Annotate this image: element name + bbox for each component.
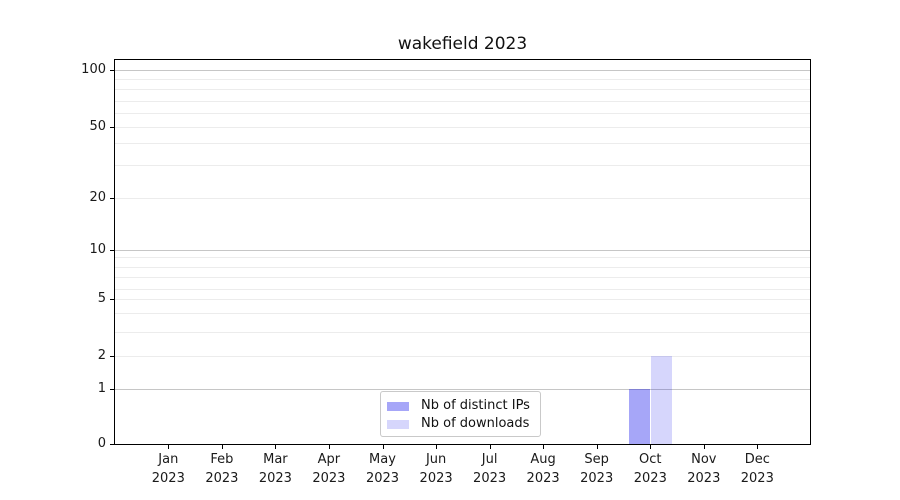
y-tick-label-100: 100 — [81, 62, 106, 78]
gridline-minor-30 — [115, 165, 810, 166]
x-tick-label-jan: Jan 2023 — [128, 450, 208, 488]
y-tick-mark-20 — [110, 197, 114, 199]
gridline-minor-90 — [115, 79, 810, 80]
gridline-minor-2 — [115, 356, 810, 357]
x-tick-mark-oct — [650, 445, 652, 449]
y-tick-mark-2 — [110, 356, 114, 357]
gridline-minor-80 — [115, 89, 810, 91]
x-tick-year: 2023 — [473, 471, 507, 486]
x-tick-month: Nov — [691, 452, 717, 467]
y-tick-label-10: 10 — [89, 242, 106, 257]
y-tick-label-5: 5 — [97, 291, 106, 307]
x-tick-mark-apr — [328, 445, 330, 449]
x-tick-mark-feb — [221, 445, 223, 449]
x-tick-label-dec: Dec 2023 — [717, 450, 797, 488]
y-tick-mark-0 — [110, 444, 114, 446]
x-tick-mark-mar — [275, 445, 277, 449]
gridline-major-100 — [115, 70, 810, 72]
x-tick-month: May — [369, 452, 396, 467]
x-tick-mark-jan — [168, 445, 170, 449]
x-tick-year: 2023 — [687, 471, 721, 486]
gridline-major-10 — [115, 250, 810, 251]
x-tick-year: 2023 — [151, 471, 185, 486]
x-tick-label-sep: Sep 2023 — [557, 450, 637, 488]
x-tick-label-feb: Feb 2023 — [182, 450, 262, 488]
x-tick-label-jul: Jul 2023 — [450, 450, 530, 488]
x-tick-label-nov: Nov 2023 — [664, 450, 744, 488]
x-tick-mark-jun — [436, 445, 438, 449]
y-tick-label-1: 1 — [97, 380, 106, 396]
x-tick-mark-jul — [489, 445, 491, 449]
y-tick-mark-1 — [110, 388, 114, 390]
x-tick-mark-may — [382, 445, 384, 449]
x-tick-month: Feb — [210, 452, 234, 467]
x-tick-month: Aug — [530, 452, 556, 467]
y-tick-mark-5 — [110, 299, 114, 301]
x-tick-mark-nov — [703, 445, 705, 449]
x-tick-year: 2023 — [633, 471, 667, 486]
x-tick-month: Dec — [744, 452, 770, 467]
y-tick-label-0: 0 — [97, 436, 106, 452]
plot-area: Nb of distinct IPs Nb of downloads — [114, 59, 811, 445]
gridline-minor-3 — [115, 332, 810, 334]
legend-rows: Nb of distinct IPs Nb of downloads — [381, 397, 540, 433]
x-tick-label-aug: Aug 2023 — [503, 450, 583, 488]
bar-nb-of-downloads-oct-2023 — [650, 356, 672, 444]
bar-nb-of-distinct-ips-oct-2023 — [629, 388, 650, 444]
x-tick-year: 2023 — [580, 471, 614, 486]
x-tick-month: Sep — [584, 452, 609, 467]
x-tick-month: Jan — [158, 452, 179, 467]
gridline-minor-4 — [115, 313, 810, 315]
y-tick-mark-10 — [110, 250, 114, 251]
legend-swatch — [387, 419, 409, 429]
x-tick-year: 2023 — [205, 471, 239, 486]
x-tick-year: 2023 — [258, 471, 292, 486]
y-tick-label-2: 2 — [97, 348, 106, 363]
legend: Nb of distinct IPs Nb of downloads — [380, 391, 541, 437]
x-tick-label-jun: Jun 2023 — [396, 450, 476, 488]
legend-entry: Nb of distinct IPs — [381, 397, 540, 415]
legend-swatch — [387, 401, 409, 411]
x-tick-year: 2023 — [312, 471, 346, 486]
x-tick-label-mar: Mar 2023 — [235, 450, 315, 488]
chart-title: wakefield 2023 — [397, 34, 528, 54]
x-tick-label-oct: Oct 2023 — [610, 450, 690, 488]
x-tick-year: 2023 — [365, 471, 400, 486]
x-tick-mark-aug — [543, 445, 545, 449]
x-tick-month: Apr — [317, 452, 341, 467]
x-tick-year: 2023 — [526, 471, 560, 486]
gridline-minor-8 — [115, 266, 810, 268]
gridline-minor-5 — [115, 299, 810, 301]
gridline-minor-70 — [115, 100, 810, 102]
legend-label: Nb of distinct IPs — [421, 398, 530, 413]
x-tick-label-apr: Apr 2023 — [289, 450, 369, 488]
gridline-minor-40 — [115, 143, 810, 145]
y-tick-mark-100 — [110, 70, 114, 72]
gridline-minor-9 — [115, 257, 810, 258]
gridline-major-1 — [115, 388, 810, 390]
gridline-minor-60 — [115, 113, 810, 115]
gridline-minor-20 — [115, 197, 810, 199]
x-tick-label-may: May 2023 — [343, 450, 423, 488]
x-tick-mark-sep — [596, 445, 598, 449]
x-tick-month: Mar — [263, 452, 288, 467]
x-tick-year: 2023 — [419, 471, 453, 486]
gridline-minor-7 — [115, 277, 810, 278]
x-tick-year: 2023 — [740, 471, 774, 486]
x-tick-month: Oct — [639, 452, 662, 467]
gridline-minor-6 — [115, 288, 810, 290]
y-tick-label-50: 50 — [89, 118, 106, 134]
y-tick-mark-50 — [110, 126, 114, 128]
x-tick-mark-dec — [757, 445, 759, 449]
legend-entry: Nb of downloads — [381, 415, 540, 433]
gridline-minor-50 — [115, 126, 810, 128]
x-tick-month: Jun — [425, 452, 447, 467]
legend-label: Nb of downloads — [421, 416, 530, 431]
y-tick-label-20: 20 — [89, 189, 106, 205]
x-tick-month: Jul — [481, 452, 498, 467]
